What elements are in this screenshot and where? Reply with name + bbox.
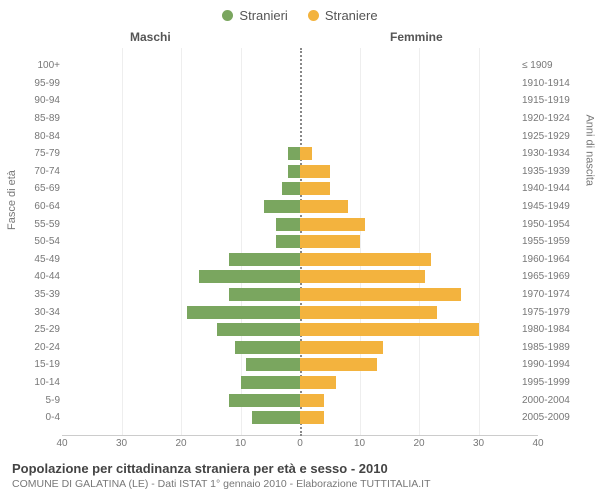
y-label-age: 75-79 [34, 148, 60, 159]
y-axis-left: 100+ 95-99 90-94 85-89 80-84 75-79 70-74 65-69 6… [22, 48, 60, 436]
table-row [62, 75, 538, 93]
bar-female [300, 165, 330, 178]
table-row [62, 251, 538, 269]
y-label-age: 65-69 [34, 183, 60, 194]
title-sub: COMUNE DI GALATINA (LE) - Dati ISTAT 1° … [12, 478, 431, 490]
y-axis-title-left: Fasce di età [6, 170, 18, 230]
bar-female [300, 358, 377, 371]
x-tick-label: 30 [116, 438, 127, 449]
bar-female [300, 270, 425, 283]
y-label-age: 70-74 [34, 166, 60, 177]
y-label-age: 15-19 [34, 359, 60, 370]
y-label-age: 20-24 [34, 342, 60, 353]
table-row [62, 128, 538, 146]
y-label-age: 95-99 [34, 78, 60, 89]
table-row [62, 198, 538, 216]
y-label-age: 10-14 [34, 377, 60, 388]
chart-titles: Popolazione per cittadinanza straniera p… [12, 461, 431, 490]
table-row [62, 216, 538, 234]
bar-female [300, 218, 365, 231]
bar-female [300, 394, 324, 407]
swatch-female [308, 10, 319, 21]
y-label-age: 45-49 [34, 254, 60, 265]
bar-female [300, 306, 437, 319]
y-label-age: 90-94 [34, 95, 60, 106]
table-row [62, 374, 538, 392]
header-female: Femmine [390, 30, 443, 44]
table-row [62, 110, 538, 128]
table-row [62, 392, 538, 410]
title-main: Popolazione per cittadinanza straniera p… [12, 461, 431, 476]
bar-male [229, 394, 300, 407]
table-row [62, 163, 538, 181]
bar-male [252, 411, 300, 424]
table-row [62, 180, 538, 198]
bar-male [288, 165, 300, 178]
x-tick-label: 30 [473, 438, 484, 449]
bar-male [246, 358, 300, 371]
x-tick-label: 40 [532, 438, 543, 449]
bar-male [199, 270, 300, 283]
bar-female [300, 341, 383, 354]
bar-female [300, 182, 330, 195]
bar-male [187, 306, 300, 319]
bar-male [288, 147, 300, 160]
table-row [62, 409, 538, 427]
legend-item-male: Stranieri [222, 8, 287, 23]
y-label-age: 30-34 [34, 307, 60, 318]
x-tick-label: 20 [413, 438, 424, 449]
chart-area [62, 48, 538, 436]
table-row [62, 304, 538, 322]
bar-female [300, 235, 360, 248]
x-tick-label: 0 [297, 438, 303, 449]
table-row [62, 268, 538, 286]
table-row [62, 57, 538, 75]
y-label-age: 35-39 [34, 289, 60, 300]
bar-male [229, 288, 300, 301]
bar-male [264, 200, 300, 213]
swatch-male [222, 10, 233, 21]
bar-female [300, 376, 336, 389]
bar-male [276, 235, 300, 248]
bar-male [276, 218, 300, 231]
bar-female [300, 200, 348, 213]
table-row [62, 92, 538, 110]
table-row [62, 321, 538, 339]
x-tick-label: 20 [175, 438, 186, 449]
y-label-age: 50-54 [34, 236, 60, 247]
y-label-age: 25-29 [34, 324, 60, 335]
legend-label-female: Straniere [325, 8, 378, 23]
bar-male [241, 376, 301, 389]
bar-female [300, 323, 479, 336]
bar-male [217, 323, 300, 336]
bar-female [300, 147, 312, 160]
table-row [62, 286, 538, 304]
header-male: Maschi [130, 30, 171, 44]
legend-item-female: Straniere [308, 8, 378, 23]
bar-female [300, 253, 431, 266]
bar-male [282, 182, 300, 195]
table-row [62, 145, 538, 163]
x-tick-label: 10 [235, 438, 246, 449]
bar-female [300, 411, 324, 424]
x-tick-label: 10 [354, 438, 365, 449]
bar-male [229, 253, 300, 266]
x-tick-label: 40 [56, 438, 67, 449]
table-row [62, 233, 538, 251]
y-label-age: 60-64 [34, 201, 60, 212]
table-row [62, 356, 538, 374]
table-row [62, 339, 538, 357]
y-label-age: 85-89 [34, 113, 60, 124]
legend-label-male: Stranieri [239, 8, 287, 23]
y-label-age: 55-59 [34, 219, 60, 230]
legend: Stranieri Straniere [0, 0, 600, 23]
y-label-age: 80-84 [34, 131, 60, 142]
bar-female [300, 288, 461, 301]
y-label-age: 100+ [37, 60, 60, 71]
y-axis-title-right: Anni di nascita [584, 114, 596, 186]
bar-male [235, 341, 300, 354]
y-label-age: 40-44 [34, 271, 60, 282]
y-label-age: 0-4 [46, 412, 60, 423]
y-label-age: 5-9 [46, 395, 60, 406]
